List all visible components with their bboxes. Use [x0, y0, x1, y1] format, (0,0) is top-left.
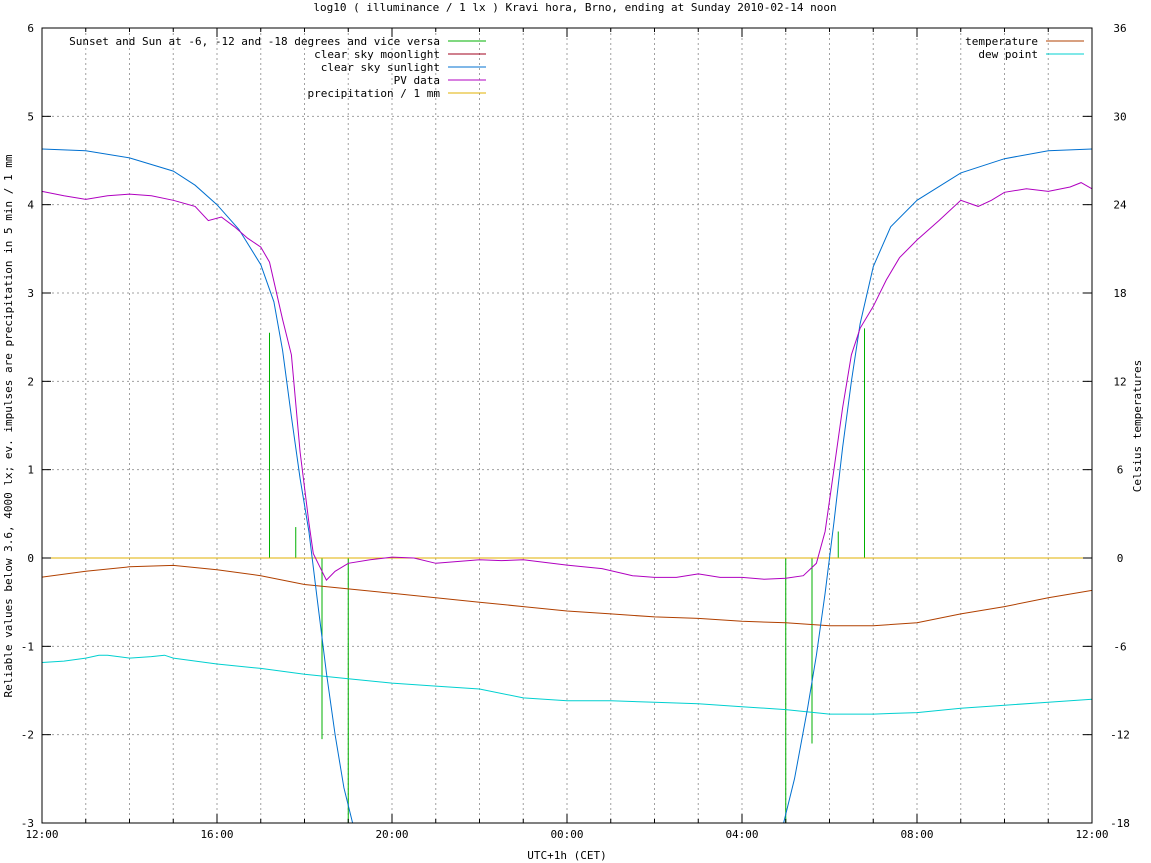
plot-series: [42, 148, 1092, 823]
x-axis-label: UTC+1h (CET): [527, 849, 606, 862]
series-line-clear-sky-sunlight: [42, 148, 1092, 823]
y-tick-label: 1: [27, 464, 34, 477]
y-tick-label: -1: [21, 640, 34, 653]
legend: Sunset and Sun at -6, -12 and -18 degree…: [69, 35, 1084, 100]
y2-tick-label: -18: [1110, 817, 1130, 830]
legend-left-label: clear sky moonlight: [314, 48, 440, 61]
legend-left-label: PV data: [394, 74, 440, 87]
series-line-temperature: [42, 564, 1092, 627]
y2-tick-label: -12: [1110, 729, 1130, 742]
x-tick-label: 16:00: [200, 828, 233, 841]
x-tick-label: 04:00: [725, 828, 758, 841]
x-tick-label: 12:00: [1075, 828, 1108, 841]
y2-axis-label: Celsius temperatures: [1131, 360, 1144, 492]
y-tick-label: 5: [27, 110, 34, 123]
legend-left-label: Sunset and Sun at -6, -12 and -18 degree…: [69, 35, 440, 48]
legend-right-label: dew point: [978, 48, 1038, 61]
y-tick-label: 4: [27, 199, 34, 212]
axis-ticks: 12:00 16:00 20:00 00:00 04:00 08:00 12:00-3-2-…: [21, 22, 1130, 841]
legend-left-label: clear sky sunlight: [321, 61, 440, 74]
y2-tick-label: 30: [1113, 110, 1126, 123]
x-tick-label: 08:00: [900, 828, 933, 841]
chart-title: log10 ( illuminance / 1 lx ) Kravi hora,…: [313, 1, 836, 14]
series-line-pv-data: [42, 182, 1092, 581]
y2-tick-label: -6: [1113, 640, 1126, 653]
y-tick-label: -3: [21, 817, 34, 830]
series-line-dew-point: [42, 654, 1092, 715]
y2-tick-label: 12: [1113, 375, 1126, 388]
grid-lines: [42, 28, 1092, 823]
y2-tick-label: 0: [1117, 552, 1124, 565]
y2-tick-label: 36: [1113, 22, 1126, 35]
y-tick-label: -2: [21, 729, 34, 742]
y2-tick-label: 24: [1113, 199, 1127, 212]
y-axis-label: Reliable values below 3.6, 4000 lx; ev. …: [2, 154, 15, 697]
legend-left-label: precipitation / 1 mm: [308, 87, 441, 100]
y2-tick-label: 6: [1117, 464, 1124, 477]
y-tick-label: 0: [27, 552, 34, 565]
y-tick-label: 2: [27, 375, 34, 388]
x-tick-label: 00:00: [550, 828, 583, 841]
legend-right-label: temperature: [965, 35, 1038, 48]
y-tick-label: 6: [27, 22, 34, 35]
y-tick-label: 3: [27, 287, 34, 300]
x-tick-label: 20:00: [375, 828, 408, 841]
y2-tick-label: 18: [1113, 287, 1126, 300]
x-tick-label: 12:00: [25, 828, 58, 841]
